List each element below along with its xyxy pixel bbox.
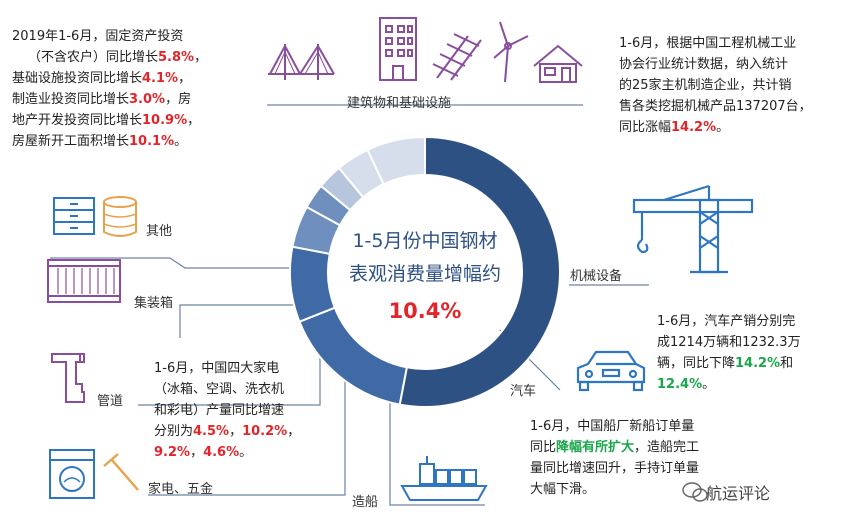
text-span: ， — [287, 424, 301, 439]
text-line: 售各类挖掘机械产品137207台， — [619, 99, 812, 114]
label-auto: 汽车 — [510, 384, 537, 399]
label-pipe: 管道 — [97, 394, 124, 409]
highlight-value: 12.4% — [657, 377, 703, 392]
text-line: 和彩电）产量同比增速 — [154, 403, 285, 418]
text-line: （冰箱、空调、洗衣机 — [154, 382, 285, 397]
donut-segment-1 — [398, 135, 561, 408]
highlight-value: 10.9% — [142, 113, 188, 128]
connector-appliance — [148, 355, 346, 496]
text-span: ， — [178, 71, 192, 86]
barrel-icon — [103, 196, 137, 237]
highlight-value: 10.1% — [129, 134, 175, 149]
text-span: 。 — [702, 377, 716, 392]
text-span: 房屋新开工面积增长 — [12, 134, 130, 149]
text-span: 同比涨幅 — [619, 120, 672, 135]
text-span: 地产开发投资同比增长 — [12, 113, 143, 128]
text-span: ，房 — [165, 92, 192, 107]
donut-segment-3 — [289, 245, 337, 323]
text-line: 的25家主机制造企业，共计销 — [619, 78, 792, 93]
connector-container — [179, 304, 308, 338]
highlight-value: 4.1% — [142, 71, 179, 86]
text-machinery: 1-6月，根据中国工程机械工业 协会行业统计数据，纳入统计 的25家主机制造企业… — [619, 33, 812, 138]
highlight-value: 4.6% — [203, 445, 240, 460]
text-line: 协会行业统计数据，纳入统计 — [619, 57, 789, 72]
highlight-value: 3.0% — [129, 92, 166, 107]
text-span: ， — [187, 113, 201, 128]
connector-ship — [389, 375, 485, 506]
text-span: 分别为 — [154, 424, 194, 439]
highlight-value: 5.8% — [158, 50, 195, 65]
label-buildings: 建筑物和基础设施 — [347, 96, 452, 111]
bridge-icon — [268, 43, 335, 80]
text-line: 1-6月，中国船厂新船订单量 — [530, 419, 695, 434]
text-span: 和 — [780, 356, 794, 371]
label-appliance: 家电、五金 — [148, 482, 214, 497]
highlight-value: 14.2% — [671, 120, 717, 135]
text-span: ， — [229, 424, 243, 439]
railway-track-icon — [432, 33, 482, 81]
text-span: 。 — [239, 445, 253, 460]
text-span: （不含农户）同比增长 — [28, 50, 159, 65]
pipe-icon — [51, 353, 85, 403]
house-icon — [533, 44, 583, 83]
cabinet-icon — [53, 197, 95, 235]
text-auto: 1-6月，汽车产销分别完 成1214万辆和1232.3万 辆，同比下降14.2%… — [657, 311, 801, 395]
wechat-icon — [682, 482, 708, 502]
center-line-1: 1-5月份中国钢材 — [352, 230, 497, 252]
text-span: ， — [190, 445, 204, 460]
donut-segment-8 — [366, 135, 426, 186]
text-line: 成1214万辆和1232.3万 — [657, 335, 801, 350]
label-ship: 造船 — [352, 495, 379, 510]
ship-icon — [400, 456, 488, 501]
text-line: 量同比增速回升，手持订单量 — [530, 461, 700, 476]
text-investment: 2019年1-6月，固定资产投资 （不含农户）同比增长5.8%， 基础设施投资同… — [12, 26, 207, 152]
washing-machine-icon — [49, 449, 95, 499]
center-line-2: 表观消费量增幅约 — [349, 263, 501, 285]
text-span: ， — [194, 50, 208, 65]
text-span: 基础设施投资同比增长 — [12, 71, 143, 86]
highlight-value: 14.2% — [735, 356, 781, 371]
text-ship: 1-6月，中国船厂新船订单量 同比降幅有所扩大，造船完工 量同比增速回升，手持订… — [530, 416, 699, 500]
text-line: 2019年1-6月，固定资产投资 — [12, 29, 184, 44]
label-container: 集装箱 — [134, 296, 174, 311]
text-line: 1-6月，根据中国工程机械工业 — [619, 36, 797, 51]
hammer-icon — [103, 453, 139, 491]
label-machinery: 机械设备 — [570, 269, 623, 284]
text-span: 同比 — [530, 440, 557, 455]
building-icons — [268, 17, 583, 83]
car-icon — [576, 350, 646, 392]
crane-icon — [632, 184, 754, 274]
text-line: 1-6月，中国四大家电 — [154, 361, 280, 376]
text-appliance: 1-6月，中国四大家电 （冰箱、空调、洗衣机 和彩电）产量同比增速 分别为4.5… — [154, 358, 300, 463]
text-line: 1-6月，汽车产销分别完 — [657, 314, 796, 329]
container-icon — [47, 259, 121, 303]
connector-other — [50, 257, 305, 269]
text-span: ，造船完工 — [634, 440, 700, 455]
highlight-text: 降幅有所扩大 — [556, 440, 635, 455]
wind-turbine-icon — [493, 21, 529, 83]
office-building-icon — [379, 17, 417, 81]
text-line: 大幅下滑。 — [530, 482, 596, 497]
donut-ring — [289, 135, 561, 408]
watermark: 航运评论 — [706, 484, 771, 503]
text-span: 。 — [174, 134, 188, 149]
text-span: 制造业投资同比增长 — [12, 92, 130, 107]
text-span: 辆，同比下降 — [657, 356, 736, 371]
highlight-value: 4.5% — [193, 424, 230, 439]
text-span: 。 — [716, 120, 730, 135]
highlight-value: 10.2% — [242, 424, 288, 439]
highlight-value: 9.2% — [154, 445, 191, 460]
label-other: 其他 — [146, 224, 173, 239]
center-value: 10.4% — [389, 299, 462, 323]
